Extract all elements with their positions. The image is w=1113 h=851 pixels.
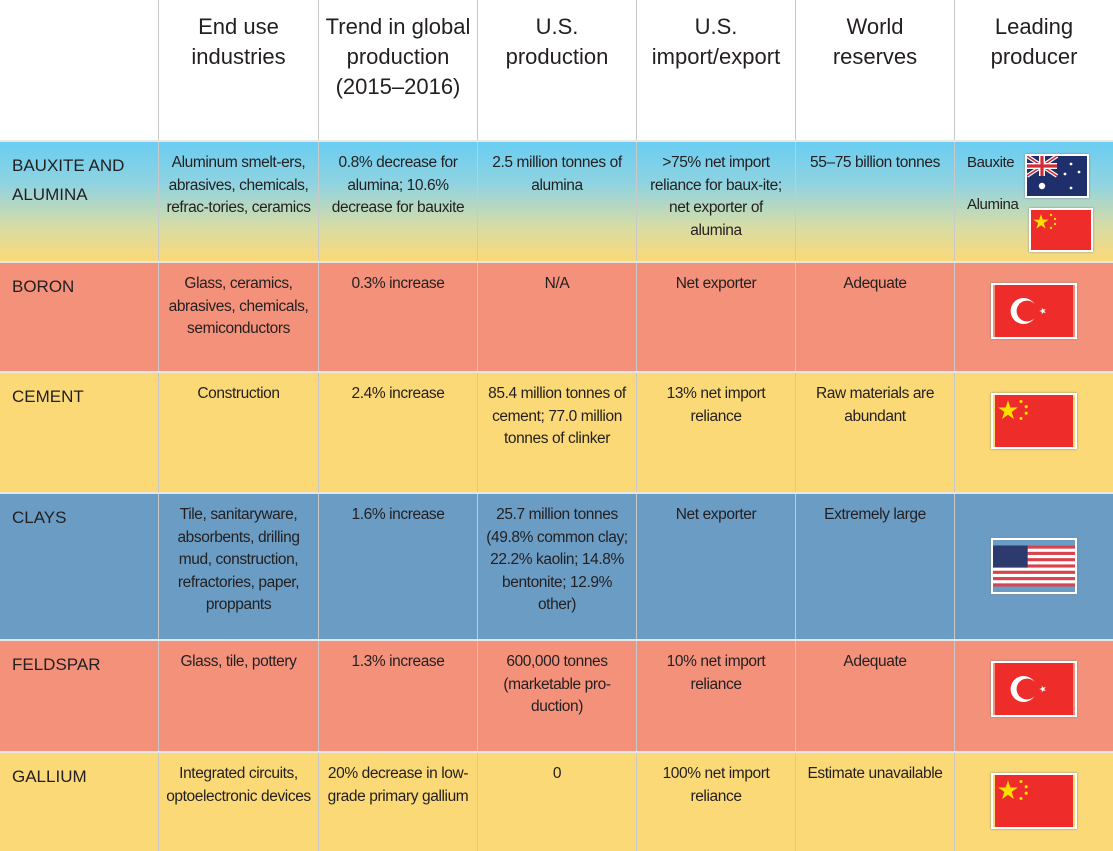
leading-producer: [954, 641, 1113, 751]
turkey-flag-icon: [991, 661, 1077, 717]
header-world-reserves: World reserves: [795, 0, 954, 140]
us-production: 600,000 tonnes (marketable pro-duction): [477, 641, 636, 751]
leading-producer: [954, 494, 1113, 639]
mineral-name: CEMENT: [12, 387, 84, 406]
table-row: BORON Glass, ceramics, abrasives, chemica…: [0, 261, 1113, 371]
us-production: 0: [477, 753, 636, 851]
australia-flag-icon: [1025, 154, 1089, 198]
trend: 2.4% increase: [318, 373, 477, 492]
usa-flag-icon: [991, 538, 1077, 594]
header-end-use: End use industries: [158, 0, 318, 140]
trend: 1.6% increase: [318, 494, 477, 639]
us-production: 2.5 million tonnes of alumina: [477, 142, 636, 261]
end-use: Tile, sanitaryware, absorbents, drilling…: [158, 494, 318, 639]
import-export: 13% net import reliance: [636, 373, 795, 492]
mineral-name: GALLIUM: [12, 767, 87, 786]
world-reserves: Extremely large: [795, 494, 954, 639]
end-use: Glass, ceramics, abrasives, chemicals, s…: [158, 263, 318, 371]
import-export: 100% net import reliance: [636, 753, 795, 851]
trend: 1.3% increase: [318, 641, 477, 751]
leading-producer: Bauxite Alumina: [954, 142, 1113, 261]
trend: 0.8% decrease for alumina; 10.6% decreas…: [318, 142, 477, 261]
header-trend: Trend in global production (2015–2016): [318, 0, 477, 140]
table-row: GALLIUM Integrated circuits, optoelectron…: [0, 751, 1113, 851]
us-production: 85.4 million tonnes of cement; 77.0 mill…: [477, 373, 636, 492]
world-reserves: 55–75 billion tonnes: [795, 142, 954, 261]
import-export: Net exporter: [636, 263, 795, 371]
leading-producer: [954, 373, 1113, 492]
header-import-export: U.S. import/export: [636, 0, 795, 140]
mineral-name: BAUXITE AND ALUMINA: [12, 156, 125, 204]
import-export: >75% net import reliance for baux-ite; n…: [636, 142, 795, 261]
china-flag-icon: [991, 393, 1077, 449]
end-use: Glass, tile, pottery: [158, 641, 318, 751]
china-flag-icon: [991, 773, 1077, 829]
mineral-name: BORON: [12, 277, 75, 296]
end-use: Integrated circuits, optoelectronic devi…: [158, 753, 318, 851]
world-reserves: Raw materials are abundant: [795, 373, 954, 492]
table-row: CEMENT Construction 2.4% increase 85.4 mill…: [0, 371, 1113, 492]
import-export: 10% net import reliance: [636, 641, 795, 751]
turkey-flag-icon: [991, 283, 1077, 339]
world-reserves: Adequate: [795, 641, 954, 751]
us-production: N/A: [477, 263, 636, 371]
world-reserves: Adequate: [795, 263, 954, 371]
table-header: End use industries Trend in global produ…: [0, 0, 1113, 140]
header-blank: [0, 0, 158, 140]
table-row: BAUXITE AND ALUMINA Aluminum smelt-ers, a…: [0, 140, 1113, 261]
leading-producer: [954, 263, 1113, 371]
end-use: Construction: [158, 373, 318, 492]
producer-label: Bauxite: [967, 154, 1015, 171]
end-use: Aluminum smelt-ers, abrasives, chemicals…: [158, 142, 318, 261]
table-row: CLAYS Tile, sanitaryware, absorbents, dri…: [0, 492, 1113, 639]
leading-producer: [954, 753, 1113, 851]
table-row: FELDSPAR Glass, tile, pottery 1.3% increas…: [0, 639, 1113, 751]
mineral-name: CLAYS: [12, 508, 67, 527]
import-export: Net exporter: [636, 494, 795, 639]
header-leading-producer: Leading producer: [954, 0, 1113, 140]
producer-label: Alumina: [967, 196, 1019, 213]
us-production: 25.7 million tonnes (49.8% common clay; …: [477, 494, 636, 639]
world-reserves: Estimate unavailable: [795, 753, 954, 851]
header-us-production: U.S. production: [477, 0, 636, 140]
trend: 0.3% increase: [318, 263, 477, 371]
mineral-name: FELDSPAR: [12, 655, 101, 674]
china-flag-icon: [1029, 208, 1093, 252]
trend: 20% decrease in low-grade primary galliu…: [318, 753, 477, 851]
